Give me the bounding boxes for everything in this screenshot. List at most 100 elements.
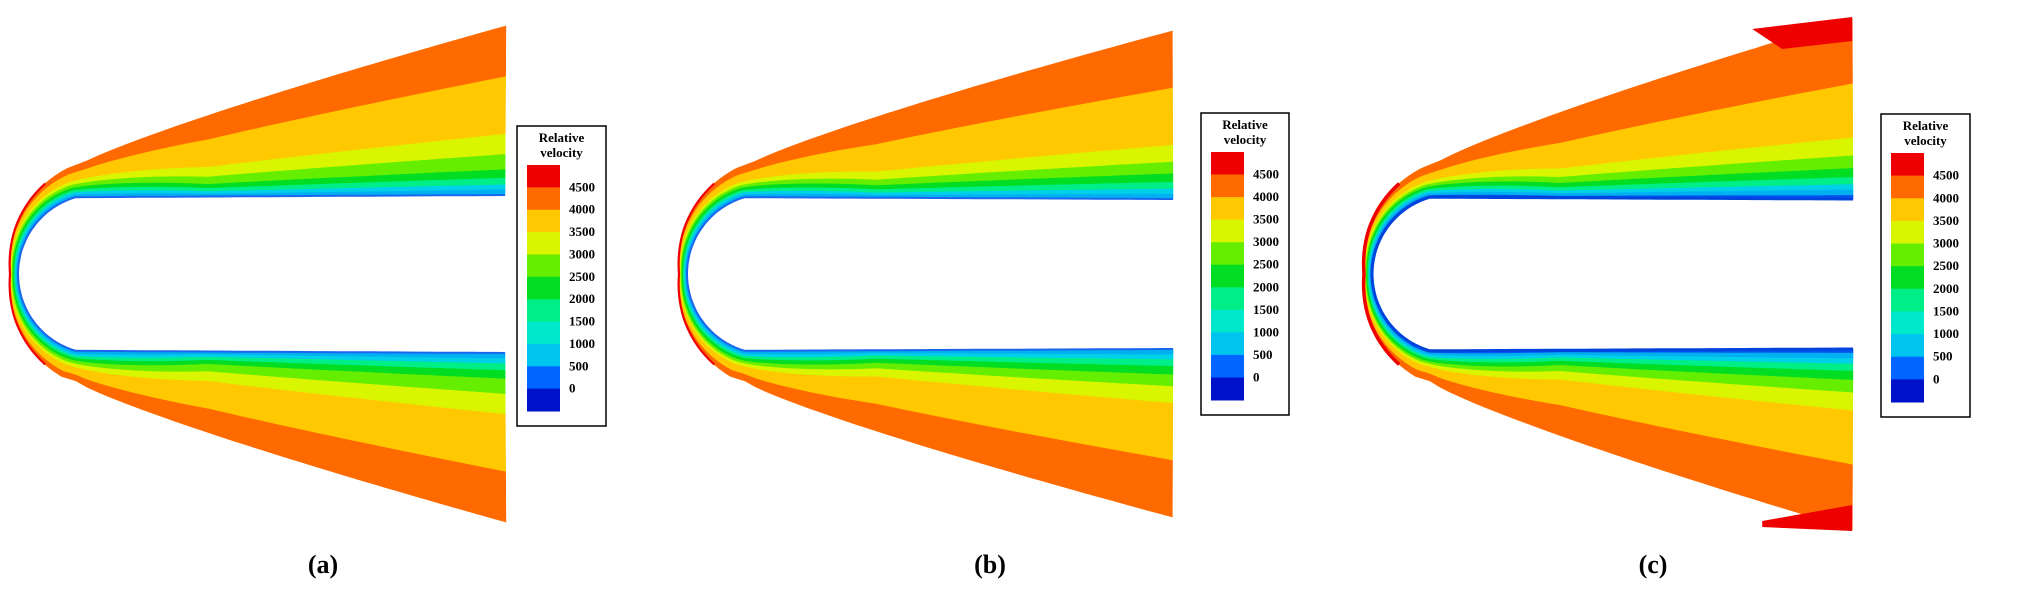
legend-tick-label: 4000	[1933, 190, 1959, 205]
legend-swatch	[1211, 152, 1244, 175]
nose-rim	[8, 182, 46, 366]
legend-tick-label: 4000	[1253, 189, 1279, 204]
legend-swatch	[1891, 288, 1924, 312]
contour-band-8	[685, 193, 1174, 355]
panel-a	[8, 25, 507, 523]
legend-swatch	[527, 209, 560, 233]
legend-swatch	[1891, 379, 1924, 403]
contour-band-7	[15, 184, 506, 364]
legend-tick-label: 0	[1933, 371, 1940, 386]
exit-hotspot-top	[1752, 17, 1853, 50]
legend-tick-label: 3000	[1253, 234, 1279, 249]
legend-swatch	[1211, 332, 1244, 356]
legend-tick-label: 0	[1253, 370, 1260, 385]
legend-swatch	[1891, 220, 1924, 244]
panel-b	[677, 30, 1174, 518]
wall-boundary	[1370, 195, 1853, 353]
legend-swatch	[1211, 309, 1244, 333]
panel-b-label: (b)	[974, 550, 1006, 579]
legend-tick-label: 4000	[569, 202, 595, 217]
legend-swatch	[1211, 174, 1244, 198]
legend-swatch	[1211, 377, 1244, 401]
legend-title-line1: Relative	[1222, 117, 1268, 132]
legend-tick-label: 3500	[1253, 212, 1279, 227]
legend-swatch	[1891, 153, 1924, 177]
legend-tick-label: 2000	[569, 291, 595, 306]
legend-title-line2: velocity	[1904, 133, 1947, 148]
contour-band-8	[1369, 189, 1854, 359]
contour-band-6	[1367, 177, 1854, 371]
legend-tick-label: 2000	[1253, 279, 1279, 294]
legend-tick-label: 2500	[1253, 257, 1279, 272]
legend-swatch	[1891, 311, 1924, 335]
legend-swatch	[1891, 334, 1924, 358]
legend-tick-label: 1000	[1933, 326, 1959, 341]
legend-swatch	[527, 276, 560, 300]
legend-swatch	[1211, 219, 1244, 243]
legend-swatch	[1891, 198, 1924, 222]
panel-c	[1361, 17, 1854, 531]
legend-swatch	[527, 388, 560, 412]
legend-tick-label: 2000	[1933, 281, 1959, 296]
panel-a-label: (a)	[308, 550, 338, 579]
legend-tick-label: 2500	[1933, 258, 1959, 273]
legend-title-line2: velocity	[540, 145, 583, 160]
legend-tick-label: 1000	[1253, 324, 1279, 339]
contour-band-9	[1370, 194, 1854, 354]
legend-title-line2: velocity	[1224, 132, 1267, 147]
legend-title-line1: Relative	[539, 130, 585, 145]
legend-tick-label: 4500	[1933, 168, 1959, 183]
legend-tick-label: 500	[1933, 349, 1953, 364]
contour-band-7	[684, 188, 1174, 360]
nose-rim	[677, 182, 715, 366]
legend-swatch	[527, 165, 560, 188]
nose-rim	[1361, 182, 1401, 366]
legend-swatch	[527, 299, 560, 323]
contour-band-2	[679, 87, 1174, 461]
contour-band-6	[682, 181, 1174, 367]
legend-swatch	[1891, 266, 1924, 290]
legend-tick-label: 3000	[1933, 236, 1959, 251]
exit-hotspot-bottom	[1762, 504, 1853, 531]
legend-tick-label: 3500	[1933, 213, 1959, 228]
legend-tick-label: 1500	[1933, 304, 1959, 319]
legend-swatch	[527, 366, 560, 390]
wall-boundary	[16, 194, 506, 354]
contour-band-5	[681, 173, 1174, 375]
legend-swatch	[1211, 197, 1244, 221]
legend-swatch	[1211, 354, 1244, 378]
legend-tick-label: 500	[569, 358, 589, 373]
contour-band-8	[16, 189, 506, 359]
legend-tick-label: 3500	[569, 224, 595, 239]
legend-swatch	[1891, 243, 1924, 267]
legend-tick-label: 1500	[1253, 302, 1279, 317]
legend-tick-label: 1500	[569, 314, 595, 329]
contour-band-7	[1368, 184, 1854, 364]
contour-band-1	[1363, 18, 1853, 530]
legend-swatch	[527, 232, 560, 255]
legend-swatch	[1211, 287, 1244, 311]
legend-swatch	[527, 321, 560, 345]
legend-tick-label: 500	[1253, 347, 1273, 362]
legend-tick-label: 3000	[569, 247, 595, 262]
panel-c-label: (c)	[1639, 550, 1668, 579]
wall-boundary	[685, 196, 1173, 352]
legend-swatch	[527, 187, 560, 211]
legend-swatch	[1891, 356, 1924, 380]
legend-swatch	[527, 343, 560, 367]
legend-swatch	[1211, 242, 1244, 266]
contour-band-6	[13, 177, 506, 371]
contour-band-5	[12, 169, 506, 379]
legend-title-line1: Relative	[1903, 118, 1949, 133]
legend-swatch	[527, 254, 560, 278]
legend-tick-label: 4500	[1253, 167, 1279, 182]
contour-band-2	[10, 76, 506, 472]
legend-swatch	[1211, 264, 1244, 288]
contour-band-2	[1364, 83, 1854, 465]
legend-tick-label: 1000	[569, 336, 595, 351]
legend-tick-label: 0	[569, 381, 576, 396]
